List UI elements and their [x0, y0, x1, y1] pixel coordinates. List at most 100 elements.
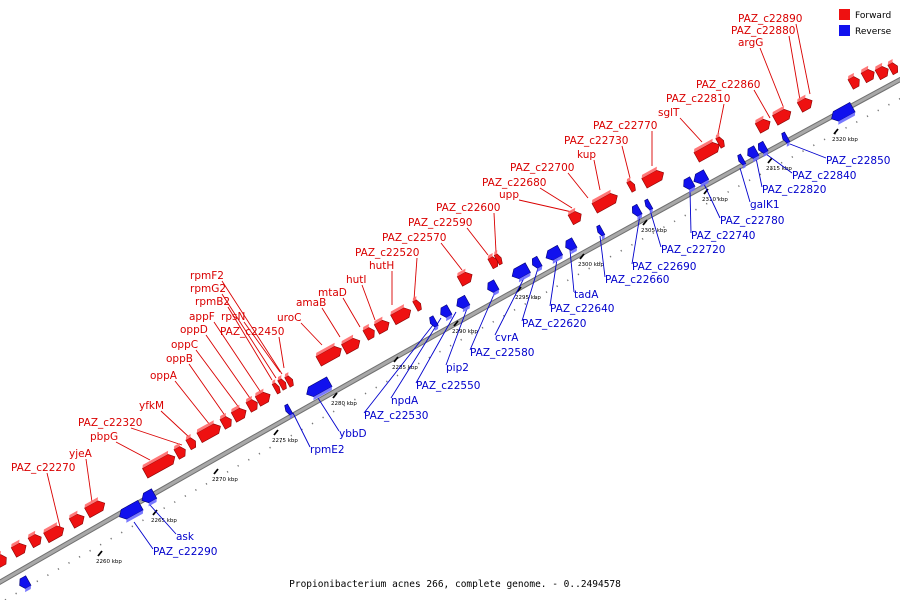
forward-gene-label: PAZ_c22590 [408, 217, 472, 229]
genome-caption: Propionibacterium acnes 266, complete ge… [289, 579, 621, 590]
leader-line [789, 143, 827, 159]
leader-line [205, 334, 253, 402]
gene-arrow [683, 176, 696, 194]
gene-arrow [545, 244, 564, 264]
tick-mark [767, 157, 773, 164]
forward-gene-label: oppB [166, 353, 193, 365]
leader-line [413, 257, 418, 301]
forward-gene-label: argG [738, 37, 763, 49]
leader-line [361, 284, 376, 321]
gene-arrow [185, 434, 197, 451]
tick-label: 2315 kbp [766, 166, 792, 172]
gene-arrow [596, 224, 606, 240]
tick-label: 2260 kbp [96, 559, 122, 565]
gene-arrow [715, 133, 725, 149]
forward-gene-label: PAZ_c22600 [436, 202, 500, 214]
leader-line [363, 324, 434, 414]
tick-label: 2275 kbp [272, 438, 298, 444]
leader-line [213, 321, 263, 395]
forward-gene-label: PAZ_c22810 [666, 93, 730, 105]
gene-arrow [531, 255, 543, 272]
leader-line [415, 311, 457, 384]
leader-line [493, 212, 497, 253]
tick-label: 2300 kbp [578, 262, 604, 268]
gene-arrow [19, 575, 32, 593]
leader-line [342, 297, 361, 328]
forward-gene-label: appF [189, 311, 215, 323]
forward-gene-label: PAZ_c22270 [11, 462, 75, 474]
leader-line [466, 227, 489, 256]
leader-line [227, 306, 273, 381]
leader-line [133, 521, 154, 550]
gene-arrow [757, 140, 769, 157]
reverse-gene-label: PAZ_c22640 [550, 303, 614, 315]
reverse-gene-label: PAZ_c22850 [826, 155, 890, 167]
leader-line [518, 199, 573, 213]
leader-line [445, 305, 469, 366]
gene-arrow [487, 253, 499, 270]
gene-arrow [412, 296, 422, 312]
gene-arrow [440, 304, 453, 322]
tick-mark [273, 429, 279, 436]
forward-gene-label: uroC [277, 312, 302, 324]
reverse-gene-label: tadA [574, 289, 599, 301]
reverse-gene-label: ybbD [339, 428, 367, 440]
tick-label: 2310 kbp [702, 197, 728, 203]
tick-mark [213, 468, 219, 475]
gene-arrow [306, 376, 333, 401]
leader-line [631, 214, 641, 265]
gene-arrow [565, 237, 578, 255]
reverse-gene-label: ask [176, 531, 195, 543]
leader-line [739, 167, 751, 203]
reverse-gene-label: galK1 [750, 199, 780, 211]
gene-arrow [493, 250, 503, 266]
gene-arrow [219, 412, 232, 430]
forward-gene-label: PAZ_c22520 [355, 247, 419, 259]
reverse-gene-label: cvrA [495, 332, 519, 344]
leader-line [689, 189, 692, 234]
reverse-gene-label: PAZ_c22780 [720, 215, 784, 227]
reverse-gene-label: PAZ_c22580 [470, 347, 534, 359]
gene-arrow [284, 372, 294, 388]
gene-arrow [887, 59, 899, 76]
tick-label: 2270 kbp [212, 477, 238, 483]
leader-line [317, 397, 340, 432]
reverse-gene-label: PAZ_c22550 [416, 380, 480, 392]
gene-arrow [390, 304, 412, 326]
leader-line [649, 209, 662, 248]
gene-arrow [874, 62, 889, 81]
gene-arrow [119, 499, 144, 523]
reverse-gene-label: PAZ_c22840 [792, 170, 856, 182]
forward-gene-label: oppD [180, 324, 208, 336]
reverse-gene-label: PAZ_c22690 [632, 261, 696, 273]
gene-arrow [68, 510, 85, 529]
gene-features [0, 59, 899, 593]
reverse-gene-label: PAZ_c22720 [661, 244, 725, 256]
forward-gene-label: amaB [296, 297, 326, 309]
gene-arrow [141, 488, 158, 507]
gene-arrow [737, 153, 747, 169]
gene-arrow [631, 203, 643, 220]
gene-arrow [747, 145, 760, 163]
leader-line [599, 235, 606, 278]
gene-labels: PAZ_c22270 yjeA pbpG PAZ_c22320 yfkM oppA oppB… [11, 13, 890, 558]
forward-gene-label: upp [499, 189, 519, 201]
reverse-gene-label: PAZ_c22530 [364, 410, 428, 422]
legend-forward-label: Forward [855, 11, 891, 21]
tick-mark [833, 128, 839, 135]
leader-line [755, 157, 763, 188]
gene-arrow [847, 72, 860, 90]
gene-arrow [373, 316, 390, 335]
reverse-gene-label: rpmE2 [310, 444, 345, 456]
leader-line [569, 249, 575, 293]
reverse-gene-label: pip2 [446, 362, 469, 374]
leader-line [679, 117, 703, 143]
tick-label: 2280 kbp [331, 401, 357, 407]
gene-arrow [429, 315, 439, 331]
tick-label: 2320 kbp [832, 137, 858, 143]
gene-arrow [781, 131, 791, 147]
tick-label: 2290 kbp [452, 329, 478, 335]
leader-line [549, 258, 558, 307]
leader-line [188, 363, 227, 418]
